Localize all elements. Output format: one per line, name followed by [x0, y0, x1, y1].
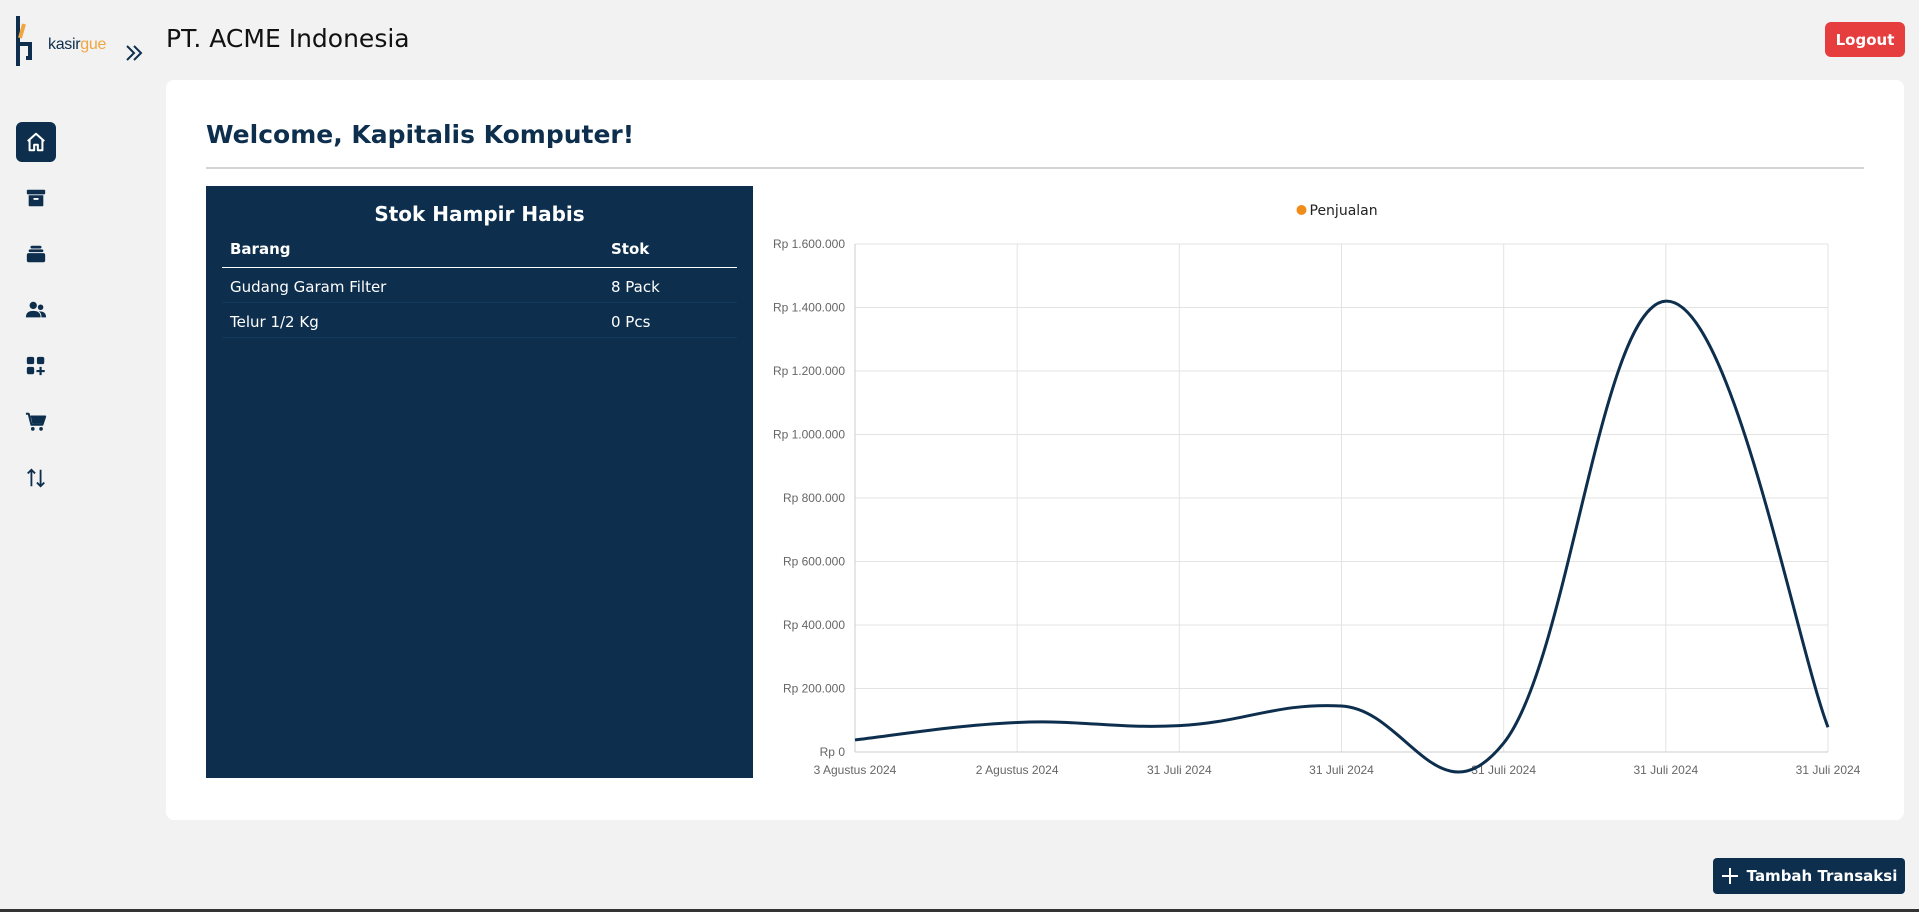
y-tick-label: Rp 800.000 [783, 491, 845, 505]
cart-icon [25, 412, 47, 431]
y-tick-label: Rp 600.000 [783, 555, 845, 569]
legend-dot [1296, 205, 1307, 215]
stock-qty-cell: 8 Pack [603, 267, 737, 303]
legend-label: Penjualan [1310, 203, 1378, 219]
table-header-row: Barang Stok [222, 234, 737, 268]
stack-icon [26, 245, 46, 263]
x-tick-label: 31 Juli 2024 [1471, 763, 1536, 777]
transfer-arrows-icon [27, 468, 45, 488]
welcome-heading: Welcome, Kapitalis Komputer! [206, 120, 635, 149]
sidebar-item-transactions[interactable] [16, 458, 56, 498]
sidebar-item-archive[interactable] [16, 178, 56, 218]
sidebar-item-users[interactable] [16, 290, 56, 330]
table-row: Telur 1/2 Kg 0 Pcs [222, 302, 737, 338]
low-stock-panel: Stok Hampir Habis Barang Stok Gudang Gar… [206, 186, 753, 778]
dashboard-card: Welcome, Kapitalis Komputer! Stok Hampir… [166, 80, 1904, 820]
y-tick-label: Rp 200.000 [783, 682, 845, 696]
x-tick-label: 2 Agustus 2024 [976, 763, 1059, 777]
x-tick-label: 31 Juli 2024 [1796, 763, 1861, 777]
sidebar-item-stock[interactable] [16, 234, 56, 274]
x-tick-label: 31 Juli 2024 [1633, 763, 1698, 777]
low-stock-table: Barang Stok Gudang Garam Filter 8 Pack T… [222, 234, 737, 338]
brand-name: kasirgue [48, 36, 107, 53]
page-title: PT. ACME Indonesia [166, 24, 410, 53]
archive-icon [26, 189, 46, 207]
x-tick-label: 31 Juli 2024 [1309, 763, 1374, 777]
sales-chart: Rp 0 Rp 200.000 Rp 400.000 Rp 600.000 Rp 800… [753, 186, 1879, 786]
table-row: Gudang Garam Filter 8 Pack [222, 267, 737, 303]
x-tick-label: 31 Juli 2024 [1147, 763, 1212, 777]
sidebar-item-home[interactable] [16, 122, 56, 162]
divider [206, 167, 1864, 169]
y-tick-label: Rp 0 [820, 745, 846, 759]
y-tick-label: Rp 1.000.000 [773, 428, 845, 442]
column-header-stock: Stok [603, 234, 737, 268]
stock-qty-cell: 0 Pcs [603, 302, 737, 338]
add-category-icon [26, 356, 45, 376]
y-tick-label: Rp 1.200.000 [773, 364, 845, 378]
low-stock-title: Stok Hampir Habis [374, 202, 585, 226]
expand-sidebar-icon[interactable] [124, 42, 146, 64]
bottom-border [0, 909, 1919, 912]
sales-chart-svg: Rp 0 Rp 200.000 Rp 400.000 Rp 600.000 Rp 800… [773, 203, 1861, 777]
y-tick-label: Rp 1.400.000 [773, 301, 845, 315]
y-tick-label: Rp 1.600.000 [773, 237, 845, 251]
sidebar-item-category[interactable] [16, 346, 56, 386]
item-name-cell: Gudang Garam Filter [222, 267, 603, 303]
sidebar [16, 122, 56, 514]
plus-icon [1721, 868, 1738, 884]
brand-logo: kasirgue [14, 14, 124, 68]
x-tick-label: 3 Agustus 2024 [814, 763, 897, 777]
users-icon [25, 301, 47, 318]
y-tick-label: Rp 400.000 [783, 618, 845, 632]
column-header-item: Barang [222, 234, 603, 268]
sidebar-item-cart[interactable] [16, 402, 56, 442]
logout-button[interactable]: Logout [1825, 22, 1905, 57]
series-line-penjualan [854, 299, 1830, 774]
logo-mark-icon [16, 16, 32, 66]
item-name-cell: Telur 1/2 Kg [222, 302, 603, 338]
add-transaction-button[interactable]: Tambah Transaksi [1713, 858, 1905, 894]
add-transaction-label: Tambah Transaksi [1746, 867, 1898, 885]
home-icon [27, 132, 45, 152]
